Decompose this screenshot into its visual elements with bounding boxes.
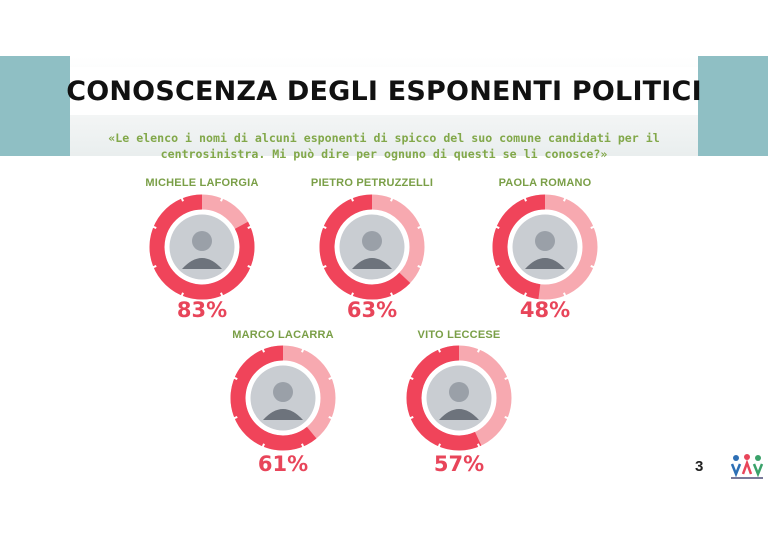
ring-corner-notch (151, 225, 157, 229)
portrait-body-shape (263, 409, 303, 420)
ring-corner-notch (437, 347, 441, 353)
percent-label: 61% (257, 452, 309, 476)
donut-chart (149, 194, 255, 300)
ring-corner-notch (261, 347, 265, 353)
ring-corner-notch (350, 196, 354, 202)
company-logo (730, 454, 764, 479)
ring-corner-notch (408, 376, 414, 380)
ring-corner-notch (151, 265, 157, 269)
percent-label: 57% (433, 452, 485, 476)
portrait-head-shape (192, 231, 212, 251)
portrait-head-shape (362, 231, 382, 251)
ring-corner-notch (180, 292, 184, 298)
ring-corner-notch (523, 292, 527, 298)
ring-corner-notch (350, 292, 354, 298)
ring-corner-notch (477, 347, 481, 353)
portrait-body-shape (182, 258, 222, 269)
ring-corner-notch (390, 292, 394, 298)
portrait-head-shape (535, 231, 555, 251)
known-share-arc (230, 345, 317, 451)
ring-corner-notch (328, 416, 334, 420)
ring-corner-notch (523, 196, 527, 202)
known-share-arc (149, 194, 255, 300)
ring-corner-notch (247, 265, 253, 269)
ring-corner-notch (590, 265, 596, 269)
ring-corner-notch (417, 225, 423, 229)
ring-corner-notch (437, 443, 441, 449)
title-box: CONOSCENZA DEGLI ESPONENTI POLITICI (66, 67, 702, 115)
ring-corner-notch (494, 265, 500, 269)
donut-chart (406, 345, 512, 451)
portrait-body-shape (352, 258, 392, 269)
donut-chart (319, 194, 425, 300)
slide-title: CONOSCENZA DEGLI ESPONENTI POLITICI (66, 75, 702, 107)
ring-corner-notch (390, 196, 394, 202)
survey-question: «Le elenco i nomi di alcuni esponenti di… (108, 131, 660, 161)
ring-corner-notch (477, 443, 481, 449)
ring-corner-notch (321, 265, 327, 269)
ring-corner-notch (261, 443, 265, 449)
known-share-arc (492, 194, 546, 300)
known-share-arc (319, 194, 411, 300)
candidate-name: MARCO LACARRA (232, 329, 334, 341)
ring-corner-notch (494, 225, 500, 229)
ring-corner-notch (220, 196, 224, 202)
donut-chart (492, 194, 598, 300)
ring-corner-notch (232, 416, 238, 420)
portrait-head-shape (449, 382, 469, 402)
ring-corner-notch (180, 196, 184, 202)
ring-corner-notch (563, 292, 567, 298)
ring-corner-notch (563, 196, 567, 202)
ring-corner-notch (504, 416, 510, 420)
ring-corner-notch (408, 416, 414, 420)
known-share-arc (406, 345, 482, 451)
ring-corner-notch (220, 292, 224, 298)
percent-label: 83% (176, 298, 228, 322)
candidate-name: MICHELE LAFORGIA (145, 177, 259, 189)
candidate-name: PIETRO PETRUZZELLI (310, 177, 434, 189)
ring-corner-notch (328, 376, 334, 380)
header-band-right (698, 56, 768, 156)
candidate-name: VITO LECCESE (417, 329, 501, 341)
portrait-head-shape (273, 382, 293, 402)
ring-corner-notch (301, 347, 305, 353)
header-band-left (0, 56, 70, 156)
ring-corner-notch (590, 225, 596, 229)
ring-corner-notch (301, 443, 305, 449)
percent-label: 63% (346, 298, 398, 322)
donut-chart (230, 345, 336, 451)
ring-corner-notch (232, 376, 238, 380)
ring-corner-notch (321, 225, 327, 229)
ring-corner-notch (417, 265, 423, 269)
ring-corner-notch (504, 376, 510, 380)
percent-label: 48% (519, 298, 571, 322)
portrait-body-shape (439, 409, 479, 420)
page-number: 3 (695, 458, 704, 475)
candidate-name: PAOLA ROMANO (498, 177, 592, 189)
portrait-body-shape (525, 258, 565, 269)
ring-corner-notch (247, 225, 253, 229)
